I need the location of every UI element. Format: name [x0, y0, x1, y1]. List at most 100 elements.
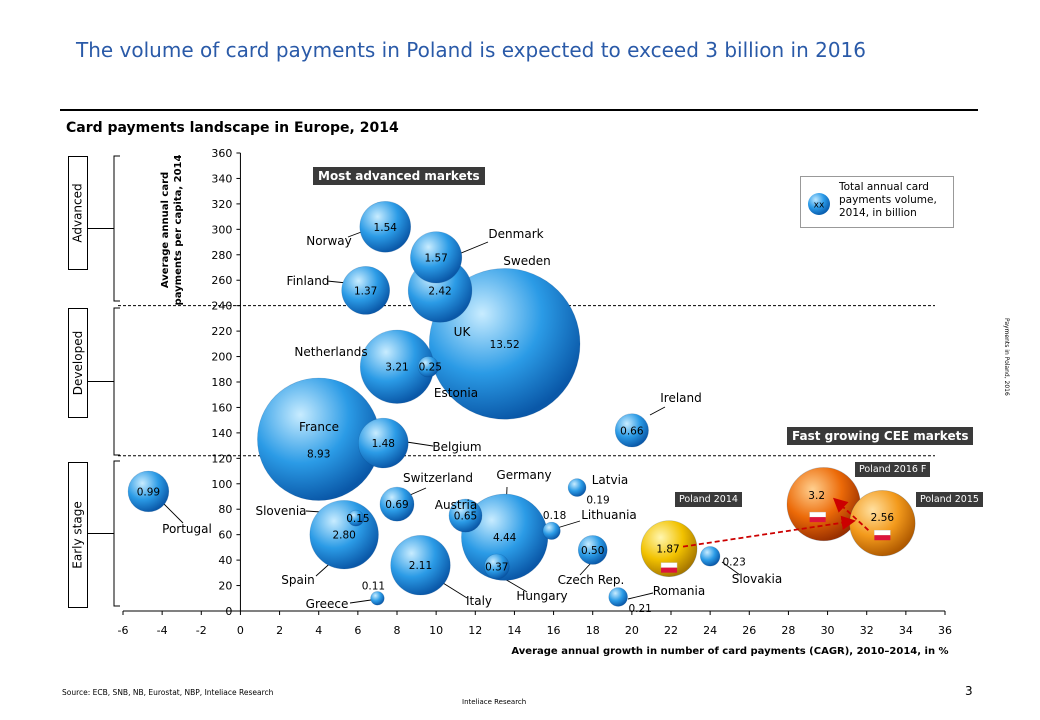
x-axis-label: Average annual growth in number of card … [511, 646, 948, 657]
country-label-estonia: Estonia [434, 386, 478, 400]
bubble-slovakia [700, 546, 721, 567]
y-tick-label: 180 [211, 376, 232, 389]
page-title: The volume of card payments in Poland is… [76, 38, 867, 62]
country-label-sweden: Sweden [503, 254, 550, 268]
x-tick-label: 2 [276, 624, 283, 637]
bubble-czech-rep [577, 535, 608, 565]
trend-arrow-2014-2015 [682, 515, 856, 548]
bubble-romania [608, 587, 628, 607]
x-tick-label: -6 [118, 624, 129, 637]
x-tick-label: 34 [899, 624, 913, 637]
bubble-italy [390, 535, 451, 596]
chart-subtitle: Card payments landscape in Europe, 2014 [66, 120, 399, 136]
bubble-belgium [358, 417, 409, 469]
data-label-norway: 1.54 [374, 222, 398, 234]
country-label-spain: Spain [281, 573, 315, 587]
bubble-lithuania [542, 521, 561, 540]
data-label-hungary: 0.37 [485, 561, 508, 573]
data-label-denmark: 1.57 [424, 252, 447, 264]
data-label-austria: 0.65 [454, 511, 477, 523]
poland-2016f-label: Poland 2016 F [855, 462, 931, 477]
leader-portugal [162, 502, 184, 524]
x-tick-label: 12 [468, 624, 482, 637]
stage-bracket-0 [113, 155, 120, 302]
data-label-greece: 0.11 [362, 580, 385, 592]
data-label-portugal: 0.99 [137, 486, 160, 498]
data-label-poland-2014: 1.87 [656, 544, 679, 556]
bubble-greece [370, 591, 385, 606]
country-label-denmark: Denmark [488, 227, 543, 241]
data-label-slovakia: 0.23 [722, 556, 745, 568]
y-tick-label: 0 [225, 605, 232, 618]
bubble-denmark [410, 231, 463, 284]
data-label-poland-2016-f: 3.2 [808, 490, 825, 502]
bubble-austria [448, 498, 483, 533]
data-label-romania: 0.21 [628, 603, 651, 615]
x-tick-label: 26 [742, 624, 756, 637]
y-tick-label: 340 [211, 172, 232, 185]
bubble-poland-2014 [640, 520, 698, 577]
y-tick-label: 200 [211, 351, 232, 364]
most-advanced-annotation: Most advanced markets [313, 167, 485, 185]
bubble-finland [341, 266, 390, 315]
bubble-switzerland [379, 486, 415, 522]
flag-white-poland-2015 [874, 530, 891, 536]
bubble-hungary [484, 553, 510, 580]
data-label-sweden: 2.42 [428, 285, 451, 297]
stage-developed: Developed [68, 308, 88, 418]
leader-switzerland [409, 487, 427, 496]
country-label-france: France [299, 420, 339, 434]
country-label-greece: Greece [306, 597, 349, 611]
y-tick-label: 300 [211, 223, 232, 236]
bubble-slovenia [347, 509, 365, 527]
country-label-ireland: Ireland [660, 391, 702, 405]
data-label-slovenia: 0.15 [346, 513, 369, 525]
bubble-norway [359, 201, 411, 253]
x-tick-label: 32 [860, 624, 874, 637]
x-tick-label: 28 [781, 624, 795, 637]
data-label-estonia: 0.25 [419, 362, 442, 374]
legend-symbol: xx [814, 201, 825, 211]
country-label-slovenia: Slovenia [255, 504, 306, 518]
data-label-germany: 4.44 [493, 532, 517, 544]
country-label-norway: Norway [306, 234, 352, 248]
y-tick-label: 360 [211, 147, 232, 160]
source-note: Source: ECB, SNB, NB, Eurostat, NBP, Int… [62, 688, 274, 697]
y-tick-label: 320 [211, 198, 232, 211]
country-label-finland: Finland [287, 274, 330, 288]
leader-lithuania [556, 520, 581, 529]
data-label-ireland: 0.66 [620, 425, 644, 437]
x-tick-label: 20 [625, 624, 639, 637]
data-label-netherlands: 3.21 [385, 362, 408, 374]
leader-ireland [649, 406, 666, 416]
data-label-switzerland: 0.69 [385, 499, 408, 511]
flag-red-poland-2016-f [809, 517, 826, 523]
x-tick-label: 14 [507, 624, 521, 637]
data-label-belgium: 1.48 [372, 438, 395, 450]
y-tick-label: 120 [211, 452, 232, 465]
footer-center: Inteliace Research [462, 698, 527, 706]
data-label-finland: 1.37 [354, 285, 377, 297]
legend-box: xx [800, 176, 954, 228]
y-axis-label: Average annual card payments per capita, … [160, 155, 184, 306]
y-tick-label: 100 [211, 478, 232, 491]
y-tick-label: 140 [211, 427, 232, 440]
country-label-lithuania: Lithuania [581, 508, 637, 522]
x-tick-label: -4 [157, 624, 168, 637]
flag-white-poland-2016-f [809, 511, 826, 518]
flag-red-poland-2014 [661, 567, 678, 573]
stage-early: Early stage [68, 462, 88, 608]
country-label-switzerland: Switzerland [403, 471, 473, 485]
country-label-czech-rep: Czech Rep. [558, 573, 625, 587]
stage-advanced: Advanced [68, 156, 88, 270]
title-divider [60, 109, 978, 111]
x-tick-label: 16 [547, 624, 561, 637]
country-label-uk: UK [454, 325, 472, 339]
x-tick-label: 0 [237, 624, 244, 637]
leader-slovakia [721, 561, 741, 576]
x-tick-label: 8 [394, 624, 401, 637]
data-label-poland-2015: 2.56 [871, 512, 895, 524]
country-label-netherlands: Netherlands [294, 345, 367, 359]
x-tick-label: 24 [703, 624, 717, 637]
y-tick-label: 80 [218, 503, 232, 516]
